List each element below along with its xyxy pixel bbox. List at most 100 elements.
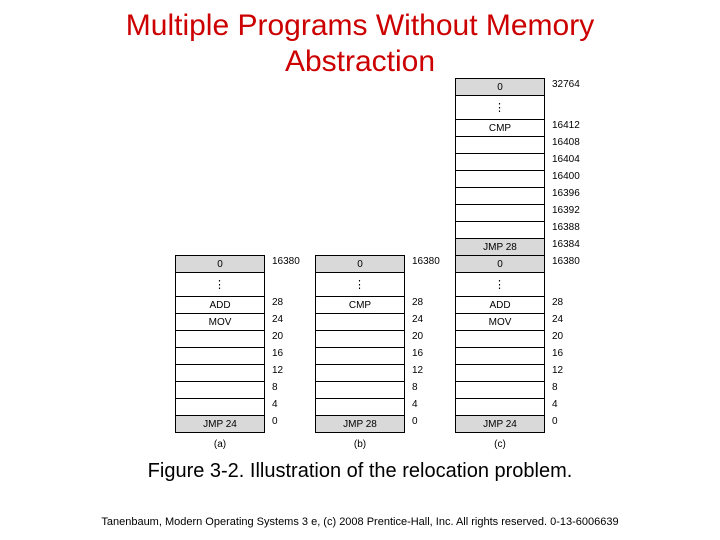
- mem-cell: 4: [456, 399, 544, 416]
- title-line-2: Abstraction: [285, 45, 435, 78]
- cell-addr: 16400: [552, 171, 580, 182]
- cell-addr: 16404: [552, 154, 580, 165]
- cell-text: JMP 28: [343, 419, 377, 430]
- mem-cell: ADD28: [456, 297, 544, 314]
- memory-column-a: 0 16380 ADD28MOV2420161284 JMP 24 0 (a): [175, 255, 265, 450]
- ellipsis: [456, 96, 544, 120]
- cell-addr: 16: [272, 348, 283, 359]
- mem-cell: 16392: [456, 205, 544, 222]
- cell-text: CMP: [349, 300, 371, 311]
- cell-addr: 20: [272, 331, 283, 342]
- cell-addr: 16: [552, 348, 563, 359]
- memory-block-c: 0 32764 CMP16412164081640416400163961639…: [455, 78, 545, 433]
- mem-cell: ADD28: [176, 297, 264, 314]
- cell-addr: 16396: [552, 188, 580, 199]
- cell-addr: 20: [552, 331, 563, 342]
- mem-cell: 16388: [456, 222, 544, 239]
- mem-cell: 16: [456, 348, 544, 365]
- cell-text: 0: [497, 259, 503, 270]
- mem-cell: MOV24: [456, 314, 544, 331]
- mem-cell: 16400: [456, 171, 544, 188]
- cell-addr: 8: [552, 382, 558, 393]
- mem-cell: 0 32764: [456, 79, 544, 96]
- figure-area: 0 16380 ADD28MOV2420161284JMP 240 (a) 0 …: [0, 130, 720, 450]
- cell-text: 0: [497, 82, 503, 93]
- mem-cell: 20: [176, 331, 264, 348]
- cell-addr: 28: [272, 297, 283, 308]
- mem-cell: 24: [316, 314, 404, 331]
- cell-addr: 12: [552, 365, 563, 376]
- cell-addr: 16380: [272, 256, 300, 267]
- cell-addr: 0: [552, 416, 558, 427]
- cell-text: JMP 24: [203, 419, 237, 430]
- cell-addr: 16384: [552, 239, 580, 250]
- cell-addr: 16412: [552, 120, 580, 131]
- cell-addr: 0: [412, 416, 418, 427]
- mem-cell: 0 16380: [316, 256, 404, 273]
- mem-cell: 12: [176, 365, 264, 382]
- cell-text: 0: [357, 259, 363, 270]
- mem-cell: MOV24: [176, 314, 264, 331]
- cell-text: ADD: [489, 300, 510, 311]
- mem-cell: 16: [176, 348, 264, 365]
- mem-cell: 16: [316, 348, 404, 365]
- mem-cell: 0 16380: [176, 256, 264, 273]
- memory-block-a: 0 16380 ADD28MOV2420161284 JMP 24 0: [175, 255, 265, 433]
- mem-cell: 8: [316, 382, 404, 399]
- cell-text: ADD: [209, 300, 230, 311]
- mem-cell: CMP28: [316, 297, 404, 314]
- mem-cell: CMP16412: [456, 120, 544, 137]
- mem-cell: 0 16380: [456, 256, 544, 273]
- ellipsis: [316, 273, 404, 297]
- cell-addr: 28: [412, 297, 423, 308]
- cell-addr: 12: [412, 365, 423, 376]
- cell-addr: 4: [412, 399, 418, 410]
- mem-cell: 16404: [456, 154, 544, 171]
- mem-cell: 20: [456, 331, 544, 348]
- mem-cell: 4: [176, 399, 264, 416]
- mem-cell: 12: [316, 365, 404, 382]
- mem-cell: 4: [316, 399, 404, 416]
- cell-addr: 8: [272, 382, 278, 393]
- cell-addr: 4: [272, 399, 278, 410]
- cell-text: MOV: [209, 317, 232, 328]
- cell-addr: 16380: [552, 256, 580, 267]
- memory-column-c: 0 32764 CMP16412164081640416400163961639…: [455, 78, 545, 450]
- column-label-b: (b): [354, 439, 366, 450]
- cell-text: CMP: [489, 123, 511, 134]
- cell-addr: 28: [552, 297, 563, 308]
- mem-cell: JMP 240: [456, 416, 544, 433]
- cell-addr: 16392: [552, 205, 580, 216]
- cell-addr: 16408: [552, 137, 580, 148]
- column-label-a: (a): [214, 439, 226, 450]
- cell-text: JMP 28: [483, 242, 517, 253]
- cell-addr: 4: [552, 399, 558, 410]
- cell-addr: 12: [272, 365, 283, 376]
- cell-addr: 24: [412, 314, 423, 325]
- cell-addr: 16: [412, 348, 423, 359]
- copyright-footer: Tanenbaum, Modern Operating Systems 3 e,…: [0, 516, 720, 528]
- cell-addr: 32764: [552, 79, 580, 90]
- column-label-c: (c): [494, 439, 506, 450]
- figure-caption: Figure 3-2. Illustration of the relocati…: [0, 460, 720, 483]
- cell-addr: 16380: [412, 256, 440, 267]
- mem-cell: JMP 2816384: [456, 239, 544, 256]
- mem-cell: 12: [456, 365, 544, 382]
- cell-text: MOV: [489, 317, 512, 328]
- mem-cell: 8: [456, 382, 544, 399]
- cell-addr: 24: [552, 314, 563, 325]
- mem-cell: 8: [176, 382, 264, 399]
- cell-addr: 20: [412, 331, 423, 342]
- cell-addr: 0: [272, 416, 278, 427]
- mem-cell: JMP 280: [316, 416, 404, 433]
- memory-block-b: 0 16380 CMP282420161284JMP 280: [315, 255, 405, 433]
- mem-cell: 16408: [456, 137, 544, 154]
- cell-text: 0: [217, 259, 223, 270]
- cell-text: JMP 24: [483, 419, 517, 430]
- cell-addr: 16388: [552, 222, 580, 233]
- memory-column-b: 0 16380 CMP282420161284JMP 280 (b): [315, 255, 405, 450]
- mem-cell: 16396: [456, 188, 544, 205]
- title-line-1: Multiple Programs Without Memory: [126, 9, 594, 42]
- cell-addr: 8: [412, 382, 418, 393]
- ellipsis: [176, 273, 264, 297]
